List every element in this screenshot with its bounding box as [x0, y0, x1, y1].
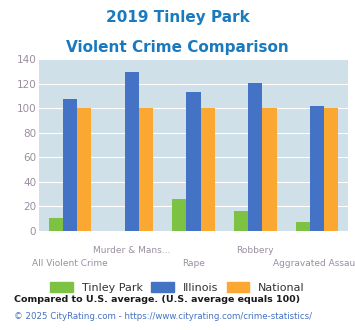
Bar — [77, 109, 91, 231]
Bar — [139, 109, 153, 231]
Bar — [234, 212, 248, 231]
Bar — [49, 217, 63, 231]
Bar — [63, 99, 77, 231]
Text: © 2025 CityRating.com - https://www.cityrating.com/crime-statistics/: © 2025 CityRating.com - https://www.city… — [14, 312, 312, 321]
Bar — [186, 92, 201, 231]
Bar — [296, 222, 310, 231]
Bar — [248, 83, 262, 231]
Text: Murder & Mans...: Murder & Mans... — [93, 246, 170, 255]
Text: All Violent Crime: All Violent Crime — [32, 259, 108, 268]
Bar — [201, 109, 215, 231]
Text: Rape: Rape — [182, 259, 205, 268]
Bar — [125, 72, 139, 231]
Bar — [172, 199, 186, 231]
Text: Violent Crime Comparison: Violent Crime Comparison — [66, 40, 289, 54]
Text: 2019 Tinley Park: 2019 Tinley Park — [106, 10, 249, 25]
Text: Compared to U.S. average. (U.S. average equals 100): Compared to U.S. average. (U.S. average … — [14, 295, 300, 304]
Bar — [310, 106, 324, 231]
Legend: Tinley Park, Illinois, National: Tinley Park, Illinois, National — [46, 278, 309, 297]
Bar — [262, 109, 277, 231]
Bar — [324, 109, 338, 231]
Text: Robbery: Robbery — [236, 246, 274, 255]
Text: Aggravated Assault: Aggravated Assault — [273, 259, 355, 268]
